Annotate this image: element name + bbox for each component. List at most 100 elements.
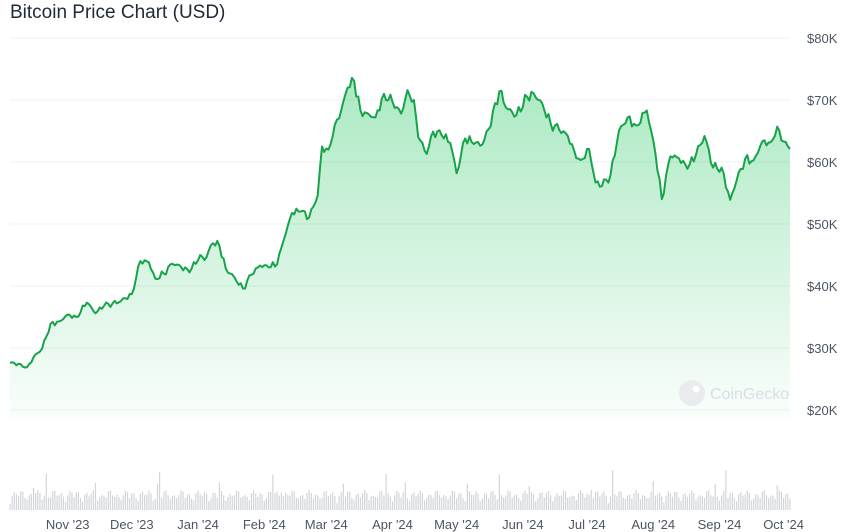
volume-bar [137, 500, 139, 510]
volume-bar [214, 492, 216, 510]
volume-bar [26, 499, 28, 510]
volume-bar [515, 494, 518, 510]
volume-bar [77, 492, 79, 510]
volume-bar [372, 495, 374, 510]
volume-bar [556, 493, 558, 510]
volume-bar [532, 494, 535, 510]
volume-bar [73, 497, 75, 510]
volume-bar [684, 493, 686, 510]
volume-bar [490, 491, 492, 510]
volume-bar [712, 496, 714, 510]
volume-bar [772, 495, 774, 510]
volume-bar [379, 491, 381, 510]
volume-bar [308, 490, 310, 510]
volume-bar [577, 493, 580, 510]
volume-bar [84, 494, 86, 510]
volume-bar [637, 492, 639, 510]
volume-bar [778, 490, 780, 510]
y-tick-label: $60K [807, 155, 838, 170]
volume-bar [289, 495, 291, 510]
volume-bar [274, 493, 276, 510]
volume-bar [88, 496, 90, 510]
volume-bar [733, 498, 736, 510]
volume-bar [171, 495, 174, 510]
volume-bar [646, 498, 648, 510]
volume-bar [188, 494, 191, 510]
volume-bar [259, 493, 261, 510]
volume-bar [41, 499, 43, 510]
volume-bar [391, 501, 394, 510]
volume-bar [43, 495, 45, 510]
volume-bar [535, 501, 537, 510]
volume-bar [473, 494, 475, 510]
volume-bar [594, 491, 597, 510]
volume-bar [599, 496, 601, 510]
volume-bar [11, 495, 13, 510]
volume-bar [56, 495, 58, 510]
volume-bar [460, 493, 462, 510]
volume-bar [364, 490, 366, 510]
volume-bar [353, 500, 355, 510]
price-line[interactable] [9, 76, 791, 369]
volume-bar [180, 490, 182, 510]
volume-bar [165, 490, 167, 510]
volume-bar [641, 495, 644, 510]
volume-bar [562, 490, 565, 510]
volume-bar [652, 480, 654, 510]
volume-bar [225, 500, 227, 510]
volume-bar [426, 497, 428, 510]
volume-bar [191, 498, 193, 510]
volume-bar [475, 491, 477, 510]
volume-bar [695, 500, 697, 510]
volume-bar [757, 494, 759, 510]
volume-bar [541, 492, 543, 510]
volume-bar [753, 498, 755, 510]
volume-bar [417, 494, 419, 510]
volume-bar [52, 491, 54, 510]
volume-bar [447, 499, 449, 510]
volume-bar [569, 496, 571, 510]
volume-bar [432, 497, 434, 510]
volume-bar [97, 500, 99, 510]
volume-bar [317, 495, 319, 510]
volume-bar [368, 500, 370, 510]
volume-bar [158, 472, 161, 510]
volume-bar [537, 498, 539, 510]
volume-bar [118, 496, 120, 510]
volume-bar [349, 491, 351, 510]
volume-bar [423, 500, 426, 510]
volume-bar [584, 497, 586, 510]
x-tick-label: Aug '24 [631, 517, 675, 532]
volume-bar [633, 493, 635, 510]
volume-bar [37, 490, 39, 510]
x-tick-label: Jul '24 [568, 517, 605, 532]
volume-bar [750, 500, 753, 510]
volume-bar [173, 495, 176, 510]
volume-bar [321, 497, 323, 510]
volume-bar [528, 486, 530, 510]
volume-bar [748, 493, 750, 510]
volume-bar [152, 500, 154, 510]
volume-bar [590, 490, 592, 510]
volume-bar [387, 493, 389, 510]
volume-bar [415, 495, 417, 510]
volume-bar [731, 492, 733, 510]
volume-bar [441, 497, 443, 510]
volume-bar [347, 491, 349, 510]
volume-bar [699, 495, 701, 510]
volume-bar [485, 493, 488, 510]
volume-bar [24, 497, 26, 510]
volume-bar [389, 496, 391, 510]
volume-bar [430, 495, 432, 510]
volume-bar [253, 490, 255, 510]
volume-bar [678, 497, 680, 510]
volume-bar [509, 491, 511, 510]
volume-bar [126, 492, 129, 510]
volume-bar [144, 495, 146, 510]
volume-bar [428, 494, 430, 510]
volume-bar [693, 492, 695, 510]
volume-bar [319, 498, 321, 510]
volume-bar [206, 493, 208, 510]
volume-bar [479, 500, 481, 510]
